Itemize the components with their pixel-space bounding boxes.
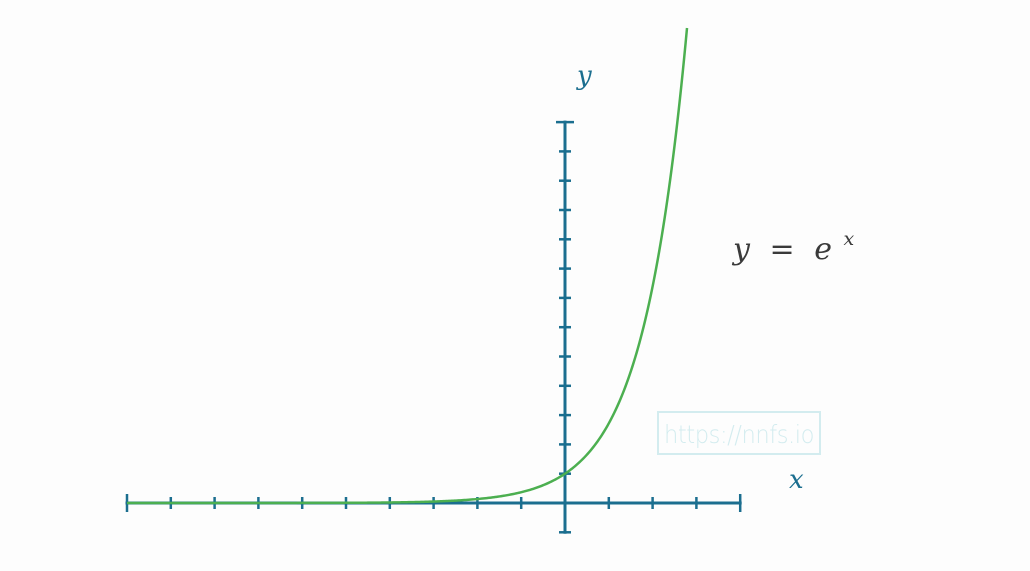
axes	[125, 120, 742, 534]
equation-base: e	[814, 232, 832, 267]
equation-exponent: x	[844, 228, 855, 250]
watermark-box	[657, 411, 821, 455]
watermark-text: https://nnfs.io	[664, 420, 814, 449]
x-axis-label: x	[789, 465, 804, 495]
watermark: https://nnfs.io	[657, 411, 821, 455]
equation-lhs: y	[731, 232, 751, 267]
y-axis-label: y	[576, 61, 592, 91]
curve-layer	[127, 27, 689, 505]
exp-curve	[127, 27, 689, 505]
equation-label: y = e x	[731, 228, 855, 267]
equation-operator: =	[770, 232, 795, 267]
